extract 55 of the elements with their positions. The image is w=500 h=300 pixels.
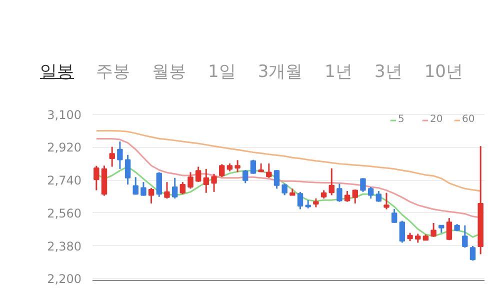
candlestick: [384, 192, 390, 210]
text: 주봉: [96, 62, 130, 82]
text: 3개월: [258, 62, 303, 82]
candlestick: [156, 171, 162, 198]
candlestick: [368, 186, 374, 200]
text: 1년: [324, 62, 352, 82]
y-tick-label: 2,200: [47, 272, 82, 286]
candlestick: [172, 177, 178, 200]
candlestick: [195, 166, 202, 183]
candlestick: [164, 181, 170, 200]
candlestick: [124, 154, 131, 186]
y-tick-label: 2,380: [47, 239, 82, 254]
candlestick: [211, 173, 217, 193]
candlestick: [180, 181, 186, 195]
candlestick: [94, 165, 100, 192]
candlestick: [297, 191, 304, 210]
candlestick: [462, 224, 468, 248]
candlestick: [274, 169, 280, 190]
legend-label: 5: [398, 114, 406, 125]
legend-label: 20: [430, 114, 444, 125]
y-tick-label: 2,560: [47, 206, 82, 220]
candlestick: [132, 176, 138, 196]
candlestick: [344, 190, 350, 203]
candlestick: [117, 140, 123, 170]
legend-label: 60: [462, 114, 476, 125]
candlestick: [282, 182, 288, 196]
candlestick: [242, 169, 248, 184]
candlestick: [234, 159, 240, 173]
candlestick: [140, 181, 146, 197]
candlestick: [352, 188, 358, 204]
text: 월봉: [152, 62, 186, 82]
candlestick: [266, 162, 272, 179]
candlestick: [250, 159, 256, 175]
candlestick: [109, 146, 115, 168]
text: 3년: [374, 62, 402, 82]
y-tick-label: 3,100: [47, 108, 82, 122]
candlestick: [391, 208, 398, 224]
text: 1일: [208, 62, 236, 82]
candlestick: [446, 217, 452, 241]
candlestick: [328, 168, 334, 196]
text: 10년: [424, 62, 463, 82]
candlestick: [430, 222, 436, 238]
candlestick: [399, 220, 406, 244]
candlestick: [219, 163, 225, 178]
candlestick: [336, 182, 342, 203]
y-tick-label: 2,920: [47, 140, 82, 155]
candlestick: [188, 171, 194, 190]
text: 일봉: [40, 62, 74, 82]
candlestick: [203, 168, 210, 194]
candlestick: [360, 177, 366, 193]
candlestick: [376, 190, 382, 203]
y-tick-label: 2,740: [47, 174, 82, 188]
candlestick: [470, 245, 476, 262]
line-series: [96, 130, 482, 192]
candlestick: [148, 187, 154, 204]
